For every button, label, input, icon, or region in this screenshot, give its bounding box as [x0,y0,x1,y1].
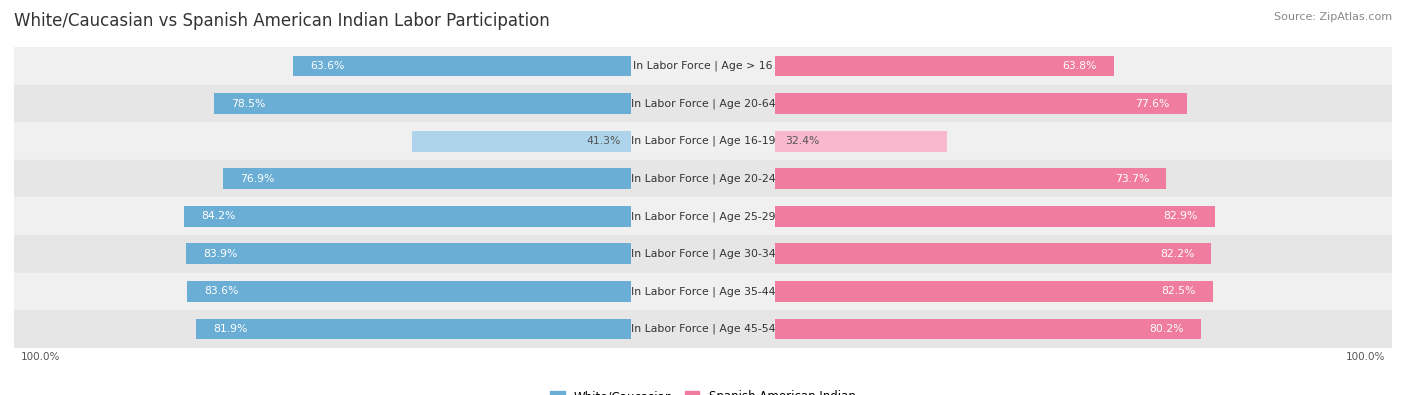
Text: 84.2%: 84.2% [201,211,236,221]
Text: 100.0%: 100.0% [1346,352,1385,362]
Bar [14,273,1392,310]
Bar [775,318,1201,339]
Text: White/Caucasian vs Spanish American Indian Labor Participation: White/Caucasian vs Spanish American Indi… [14,12,550,30]
Text: In Labor Force | Age 25-29: In Labor Force | Age 25-29 [631,211,775,222]
Bar [412,131,631,152]
Text: In Labor Force | Age 30-34: In Labor Force | Age 30-34 [631,248,775,259]
Bar [222,168,631,189]
Text: 77.6%: 77.6% [1136,99,1170,109]
Bar [775,56,1114,77]
Bar [14,198,1392,235]
Text: 80.2%: 80.2% [1149,324,1184,334]
Text: In Labor Force | Age 45-54: In Labor Force | Age 45-54 [631,324,775,334]
Text: 41.3%: 41.3% [586,136,620,146]
Bar [186,243,631,264]
Bar [197,318,631,339]
Bar [14,160,1392,198]
Text: 82.2%: 82.2% [1160,249,1194,259]
Text: 100.0%: 100.0% [21,352,60,362]
Bar [294,56,631,77]
Bar [214,93,631,114]
Text: In Labor Force | Age 35-44: In Labor Force | Age 35-44 [631,286,775,297]
Text: 73.7%: 73.7% [1115,174,1149,184]
Bar [184,206,631,227]
Legend: White/Caucasian, Spanish American Indian: White/Caucasian, Spanish American Indian [546,385,860,395]
Text: 76.9%: 76.9% [240,174,274,184]
Text: In Labor Force | Age > 16: In Labor Force | Age > 16 [633,61,773,71]
Bar [775,168,1167,189]
Bar [775,206,1215,227]
Text: 82.9%: 82.9% [1164,211,1198,221]
Bar [775,281,1213,302]
Bar [775,93,1187,114]
Text: 82.5%: 82.5% [1161,286,1195,296]
Bar [14,310,1392,348]
Text: 32.4%: 32.4% [786,136,820,146]
Bar [775,131,948,152]
Text: 81.9%: 81.9% [214,324,247,334]
Bar [14,85,1392,122]
Text: Source: ZipAtlas.com: Source: ZipAtlas.com [1274,12,1392,22]
Bar [187,281,631,302]
Bar [14,235,1392,273]
Bar [14,122,1392,160]
Bar [775,243,1212,264]
Text: 78.5%: 78.5% [232,99,266,109]
Text: In Labor Force | Age 16-19: In Labor Force | Age 16-19 [631,136,775,147]
Text: In Labor Force | Age 20-24: In Labor Force | Age 20-24 [631,173,775,184]
Bar [14,47,1392,85]
Text: 63.6%: 63.6% [311,61,344,71]
Text: 83.6%: 83.6% [204,286,239,296]
Text: 63.8%: 63.8% [1062,61,1097,71]
Text: In Labor Force | Age 20-64: In Labor Force | Age 20-64 [631,98,775,109]
Text: 83.9%: 83.9% [202,249,238,259]
